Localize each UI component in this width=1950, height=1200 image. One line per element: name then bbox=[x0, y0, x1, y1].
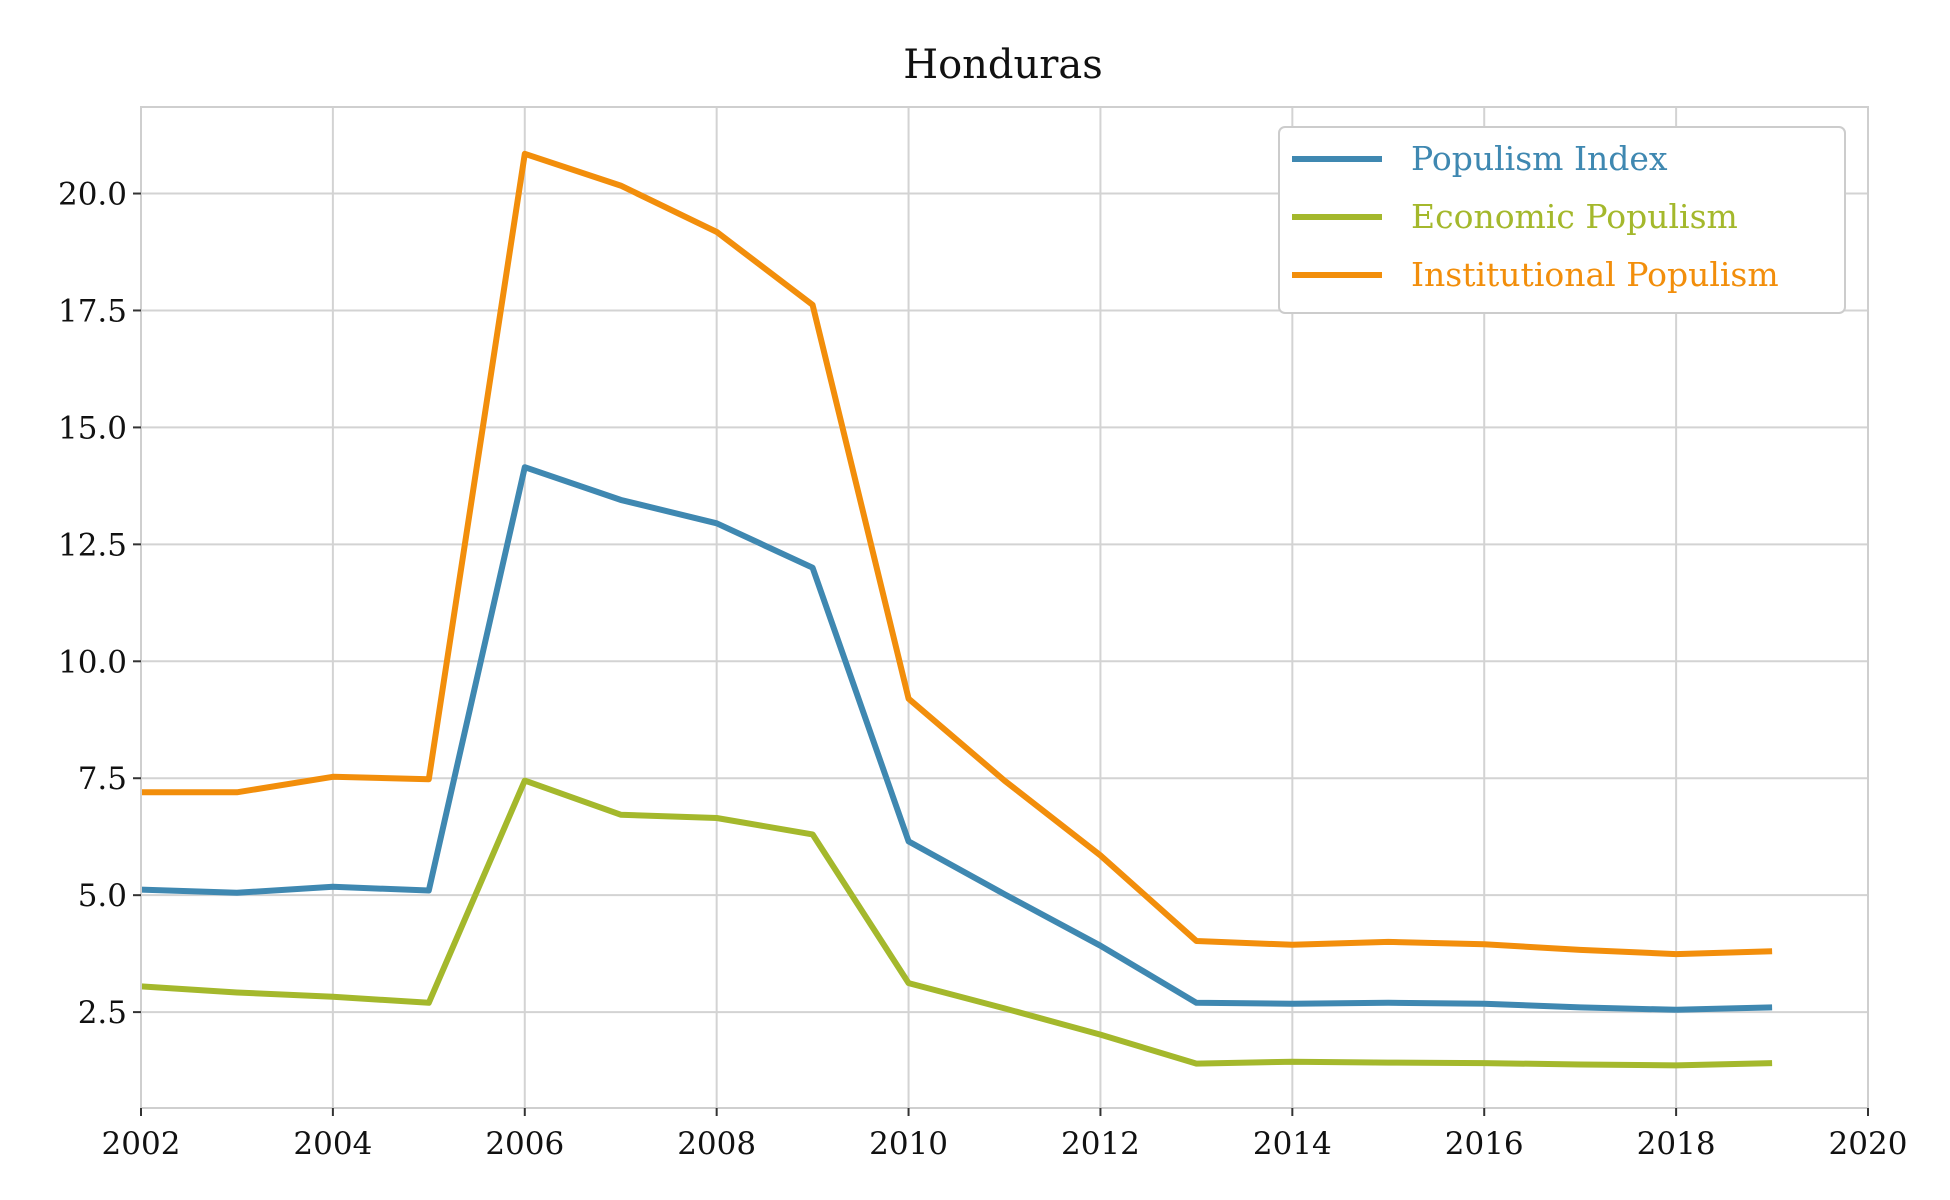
y-tick-label: 2.5 bbox=[78, 995, 127, 1031]
legend-label-populism-index: Populism Index bbox=[1411, 139, 1668, 178]
y-tick-label: 15.0 bbox=[58, 410, 127, 446]
x-tick-label: 2014 bbox=[1253, 1126, 1332, 1162]
y-tick-label: 20.0 bbox=[58, 177, 127, 213]
axis-ticks: 2002 2004 2006 2008 2010 2012 2014 2016 2018 2020… bbox=[58, 177, 1907, 1162]
series-line-populism-index bbox=[140, 464, 1773, 1013]
legend-box bbox=[1278, 126, 1846, 314]
x-tick-label: 2012 bbox=[1061, 1126, 1140, 1162]
legend: Populism Index Economic Populism Instituti… bbox=[1278, 126, 1846, 314]
y-tick-label: 7.5 bbox=[78, 761, 127, 797]
plot-frame bbox=[140, 106, 1869, 1109]
legend-label-institutional-populism: Institutional Populism bbox=[1411, 255, 1779, 294]
y-tick-label: 10.0 bbox=[58, 644, 127, 680]
x-tick-label: 2010 bbox=[869, 1126, 948, 1162]
x-tick-label: 2002 bbox=[102, 1126, 181, 1162]
y-tick-label: 5.0 bbox=[78, 878, 127, 914]
x-tick-label: 2016 bbox=[1445, 1126, 1524, 1162]
series-line-economic-populism bbox=[140, 777, 1773, 1069]
series-lines bbox=[140, 150, 1773, 1069]
y-tick-label: 12.5 bbox=[58, 527, 127, 563]
x-tick-label: 2006 bbox=[485, 1126, 564, 1162]
x-tick-label: 2008 bbox=[677, 1126, 756, 1162]
x-tick-label: 2020 bbox=[1829, 1126, 1908, 1162]
x-tick-label: 2004 bbox=[293, 1126, 372, 1162]
x-tick-label: 2018 bbox=[1637, 1126, 1716, 1162]
legend-label-economic-populism: Economic Populism bbox=[1411, 197, 1738, 236]
y-tick-label: 17.5 bbox=[58, 293, 127, 329]
chart-title: Honduras bbox=[903, 42, 1103, 88]
series-line-institutional-populism bbox=[141, 150, 1773, 958]
